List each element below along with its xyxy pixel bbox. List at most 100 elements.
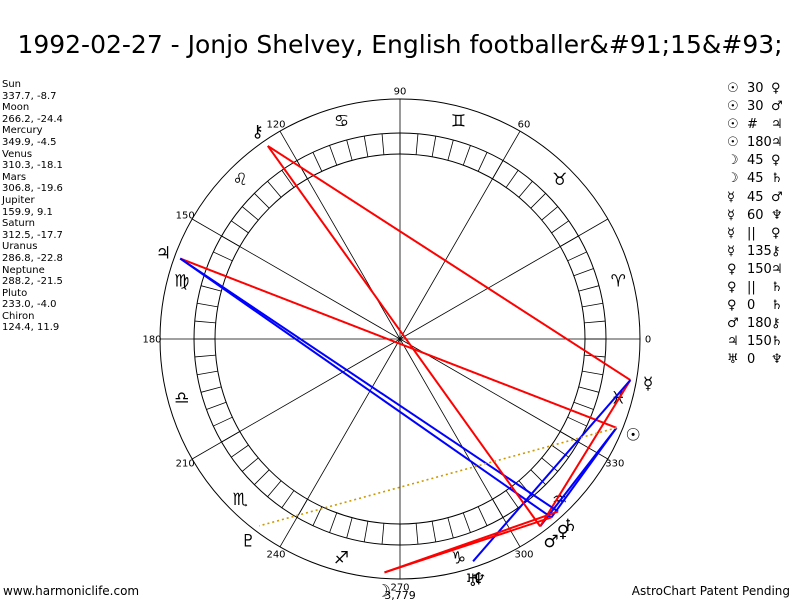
planet-name-pluto: Pluto [2,287,28,299]
planet-coords-chiron: 124.4, 11.9 [2,322,60,334]
degree-tick [477,152,488,172]
degree-tick [492,160,504,179]
degree-tick [381,523,385,545]
planet-coords-uranus: 286.8, -22.8 [2,252,63,264]
aspect-angle: 45 [747,171,764,187]
aspect-angle: 150 [747,261,772,277]
degree-tick [329,145,338,166]
aspect-angle: || [747,225,756,241]
aspect-glyph-jupiter: ♃ [771,135,783,151]
aspect-glyph-moon: ☽ [727,171,739,187]
aspect-glyph-mercury: ☿ [727,243,735,259]
aspect-row: ♀ || ♄ [727,279,799,297]
planet-name-chiron: Chiron [2,310,35,322]
degree-tick [462,512,471,533]
degree-tick [241,457,259,472]
aspect-row: ☿ 45 ♂ [727,189,799,207]
degree-label: 180 [142,335,161,346]
aspect-row: ☿ 135 ⚷ [727,243,799,261]
degree-label: 0 [645,335,651,346]
planet-name-sun: Sun [2,79,22,90]
aspect-glyph-venus: ♀ [727,298,737,314]
degree-tick [447,139,454,161]
planet-glyph-uranus: ♅ [465,571,480,591]
planet-glyph-pluto: ♇ [241,531,256,551]
degree-tick [415,133,419,155]
degree-tick [197,302,218,308]
planet-coords-mars: 306.8, -19.6 [2,183,63,195]
aspect-glyph-saturn: ♄ [771,280,783,296]
degree-tick [560,431,579,443]
planet-name-uranus: Uranus [2,241,38,253]
degree-tick [200,386,222,393]
degree-tick [231,220,249,234]
aspect-row: ♂ 180 ⚷ [727,315,799,333]
aspect-glyph-mercury: ☿ [727,189,735,205]
degree-tick [241,206,259,221]
aspect-glyph-mars: ♂ [771,99,783,115]
planet-coords-pluto: 233.0, -4.0 [2,299,57,311]
aspect-glyph-jupiter: ♃ [771,117,783,133]
aspect-angle: 180 [747,316,772,332]
zodiac-sign-glyph: ♎ [174,388,189,408]
zodiac-sign-glyph: ♈ [611,272,626,292]
degree-tick [296,160,308,179]
planet-name-mercury: Mercury [2,125,43,137]
aspect-glyph-mars: ♂ [727,316,739,332]
degree-label: 270 [390,583,409,594]
zodiac-sign-glyph: ♊ [451,112,466,132]
aspect-line-jupiter-saturn [179,257,559,513]
aspect-angle: 135 [747,243,772,259]
degree-tick [530,469,546,485]
aspect-line-sun-mars [539,427,618,527]
aspect-row: ☿ || ♀ [727,225,799,243]
degree-tick [415,523,419,545]
degree-tick [254,469,270,485]
aspect-angle: 60 [747,207,764,223]
aspect-glyph-saturn: ♄ [771,334,783,350]
aspect-row: ♅ 0 ♆ [727,351,799,369]
degree-tick [431,136,437,157]
aspect-row: ☉ # ♃ [727,116,799,134]
aspect-line-venus-jupiter [179,257,552,519]
degree-label: 300 [514,549,533,560]
aspect-angle: 150 [747,334,772,350]
aspect-row: ☉ 30 ♂ [727,98,799,116]
degree-tick [194,354,216,358]
planet-glyph-mercury: ☿ [643,374,653,394]
aspect-angle: 0 [747,298,756,314]
aspect-line-mercury-mars [539,379,632,527]
bottom-readout: 3,779 [384,589,416,600]
aspect-angle: 0 [747,352,756,368]
degree-tick [541,457,559,472]
degree-tick [329,512,338,533]
aspect-angle: # [747,117,758,133]
zodiac-sign-glyph: ♐ [334,548,349,568]
degree-tick [505,170,519,188]
aspect-glyph-mars: ♂ [771,189,783,205]
aspect-glyph-saturn: ♄ [771,298,783,314]
degree-tick [573,268,594,277]
aspect-glyph-sun: ☉ [727,135,739,151]
aspect-angle: 180 [747,135,772,151]
planet-glyph-saturn: ♄ [563,516,578,536]
zodiac-sign-glyph: ♌ [233,170,248,190]
planet-glyph-chiron: ⚷ [251,122,263,142]
aspect-glyph-jupiter: ♃ [771,261,783,277]
planet-glyph-jupiter: ♃ [156,243,171,263]
degree-tick [573,401,594,410]
aspect-row: ☉ 180 ♃ [727,134,799,152]
degree-tick [363,136,369,157]
zodiac-sign-glyph: ♋ [334,112,349,132]
site-credit: www.harmoniclife.com [3,584,140,598]
degree-tick [296,499,308,518]
degree-tick [567,416,587,427]
aspect-angle: 30 [747,99,764,115]
degree-tick [505,490,519,508]
aspect-angle: 45 [747,153,764,169]
aspect-glyph-sun: ☉ [727,117,739,133]
zodiac-sign-glyph: ♍ [174,272,189,292]
planet-glyph-mars: ♂ [543,532,558,552]
aspect-angle: || [747,280,756,296]
